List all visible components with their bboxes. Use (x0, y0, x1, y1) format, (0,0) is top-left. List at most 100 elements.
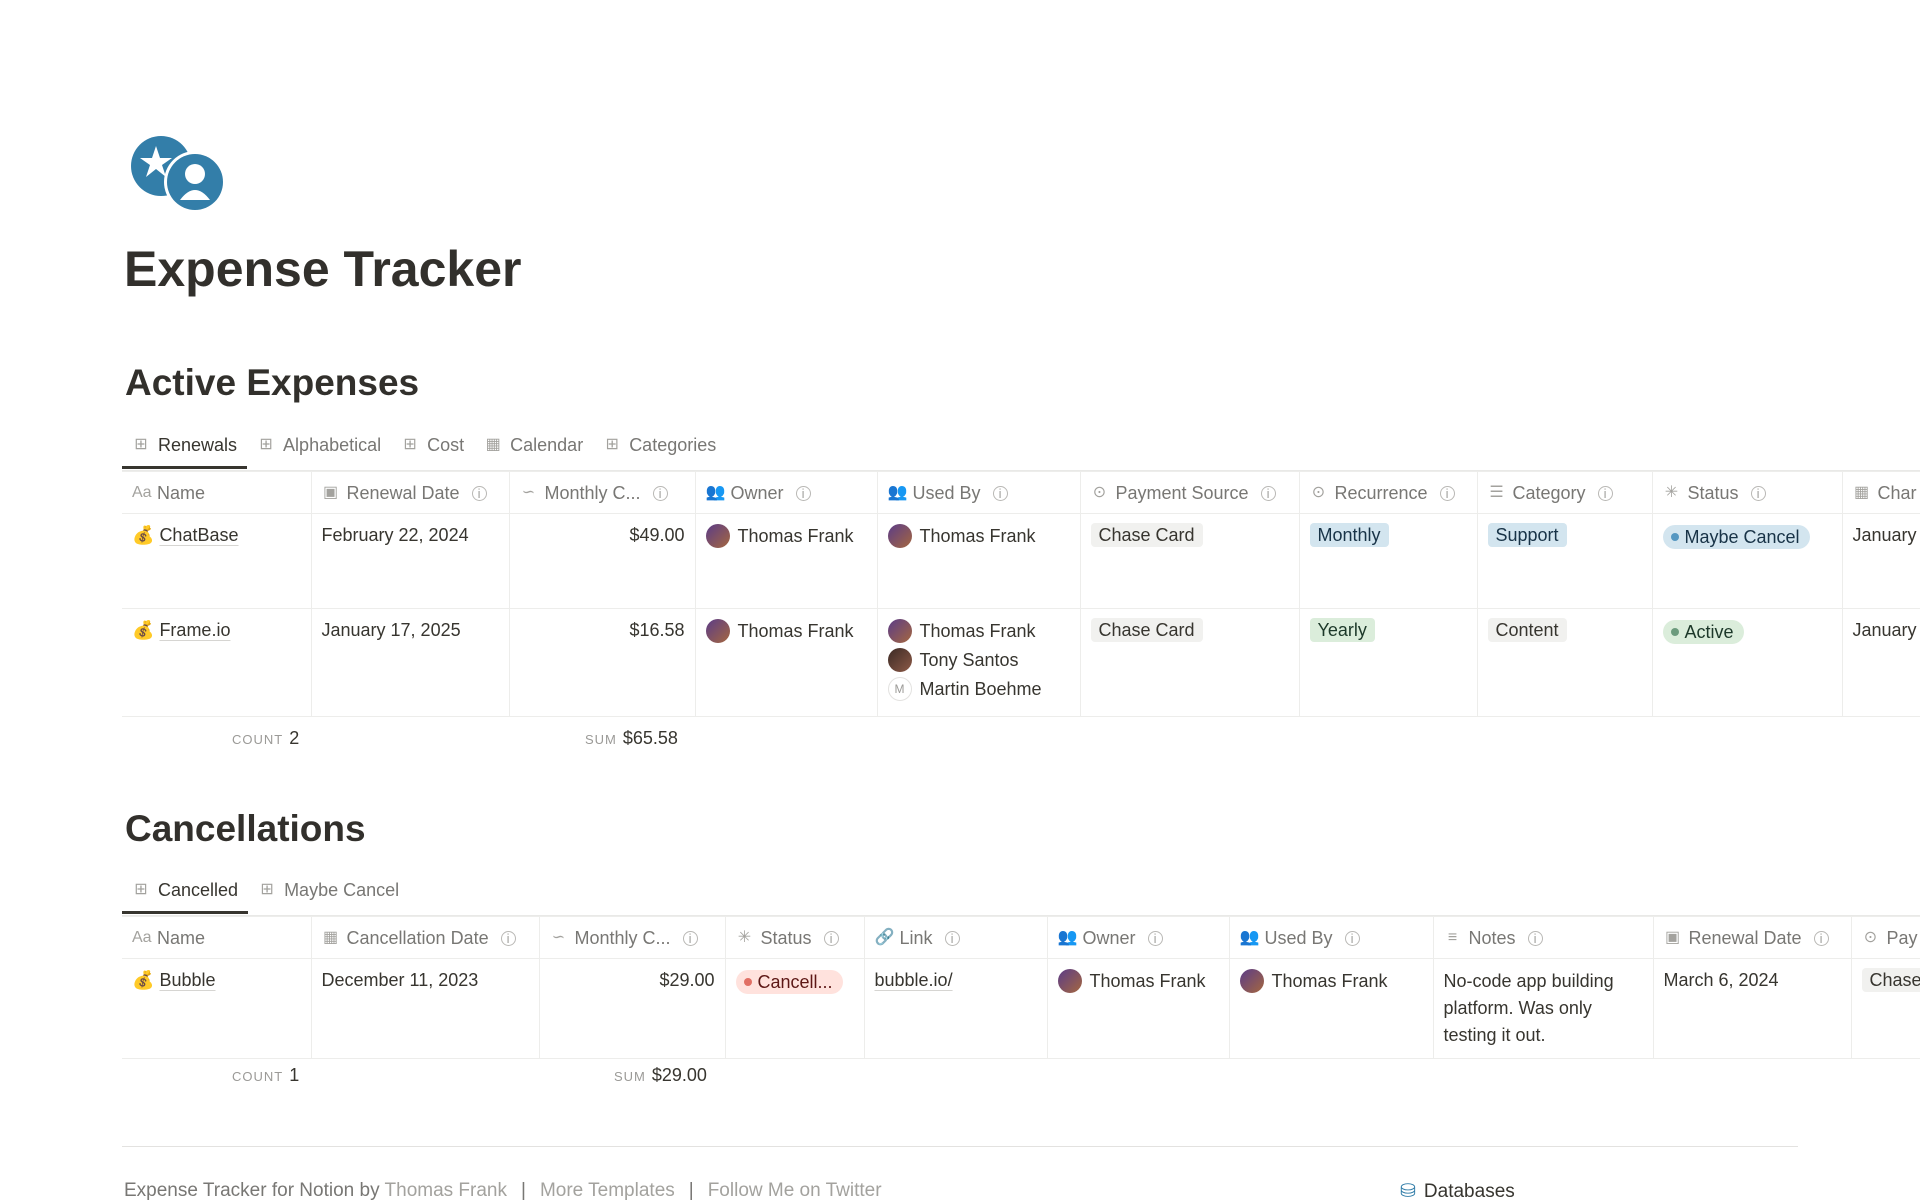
cell-category[interactable]: Support (1477, 513, 1653, 609)
tab-divider (122, 470, 1920, 471)
cell-charge[interactable]: January (1842, 513, 1920, 609)
column-payment[interactable]: ⊙ Pay (1851, 916, 1920, 959)
cell-charge[interactable]: January (1842, 608, 1920, 717)
cell-monthly-cost: $29.00 (539, 958, 726, 1059)
tab-alphabetical[interactable]: ⊞ Alphabetical (247, 425, 391, 465)
column-payment-source[interactable]: ⊙ Payment Source i (1080, 471, 1300, 514)
tab-cancelled[interactable]: ⊞ Cancelled (122, 870, 249, 914)
list-icon: ☰ (1489, 484, 1504, 502)
info-icon: i (1597, 485, 1613, 501)
cell-recurrence[interactable]: Yearly (1299, 608, 1478, 717)
table-row[interactable]: 💰 Bubble December 11, 2023 $29.00 Cancel… (122, 958, 1920, 1059)
cell-used-by[interactable]: Thomas Frank (1229, 958, 1434, 1059)
tab-categories[interactable]: ⊞ Categories (593, 425, 726, 465)
column-status[interactable]: ✳ Status i (1652, 471, 1843, 514)
count-summary[interactable]: COUNT 2 (232, 728, 300, 748)
cell-owner[interactable]: Thomas Frank (1047, 958, 1230, 1059)
sum-summary[interactable]: SUM $65.58 (585, 728, 678, 748)
cell-renewal-date[interactable]: March 6, 2024 (1653, 958, 1852, 1059)
money-bag-icon: 💰 (132, 970, 155, 990)
table-icon: ⊞ (260, 881, 274, 898)
cell-status[interactable]: Active (1652, 608, 1843, 717)
sum-summary[interactable]: SUM $29.00 (614, 1065, 707, 1085)
tab-renewals[interactable]: ⊞ Renewals (122, 425, 248, 469)
info-icon: i (795, 485, 811, 501)
cell-name[interactable]: 💰 ChatBase (122, 513, 312, 609)
column-monthly-cost[interactable]: ∽ Monthly C... i (509, 471, 696, 514)
info-icon: i (1147, 930, 1163, 946)
count-summary[interactable]: COUNT 1 (232, 1065, 300, 1085)
cancellations-heading: Cancellations (125, 808, 366, 849)
cancel-view-tabs: ⊞ Cancelled ⊞ Maybe Cancel (122, 870, 409, 914)
cell-renewal-date[interactable]: January 17, 2025 (311, 608, 510, 717)
cell-payment-source[interactable]: Chase Card (1080, 608, 1300, 717)
cell-used-by[interactable]: Thomas Frank Tony Santos M Martin Boehme (877, 608, 1081, 717)
tab-maybe-cancel[interactable]: ⊞ Maybe Cancel (248, 870, 409, 910)
database-icon: ⛁ (1400, 1181, 1416, 1202)
databases-link[interactable]: ⛁ Databases (1400, 1180, 1515, 1203)
column-category[interactable]: ☰ Category i (1477, 471, 1653, 514)
column-link[interactable]: 🔗 Link i (864, 916, 1048, 959)
author-link[interactable]: Thomas Frank (384, 1180, 507, 1201)
column-status[interactable]: ✳ Status i (725, 916, 865, 959)
info-icon: i (1813, 930, 1829, 946)
text-lines-icon: ≡ (1447, 929, 1458, 947)
table-icon: ⊞ (134, 881, 148, 898)
tab-calendar[interactable]: ▦ Calendar (485, 434, 584, 455)
cell-notes[interactable]: No-code app building platform. Was only … (1433, 958, 1654, 1059)
twitter-link[interactable]: Follow Me on Twitter (707, 1180, 882, 1201)
column-charge[interactable]: ▦ Char (1842, 471, 1920, 514)
info-icon: i (1439, 485, 1455, 501)
cell-link[interactable]: bubble.io/ (864, 958, 1048, 1059)
status-badge: Cancell... (735, 970, 843, 994)
table-icon: ⊞ (403, 436, 417, 453)
avatar (887, 618, 912, 643)
avatar (705, 523, 730, 548)
cell-payment[interactable]: Chase (1851, 958, 1920, 1059)
cell-cancellation-date[interactable]: December 11, 2023 (311, 958, 540, 1059)
column-used-by[interactable]: 👥 Used By i (1229, 916, 1434, 959)
link-icon: 🔗 (874, 929, 895, 947)
cell-name[interactable]: 💰 Bubble (122, 958, 312, 1059)
cell-monthly-cost: $49.00 (509, 513, 696, 609)
cell-payment-source[interactable]: Chase Card (1080, 513, 1300, 609)
column-name[interactable]: Aa Name (122, 471, 312, 514)
select-icon: ⊙ (1863, 929, 1878, 947)
column-notes[interactable]: ≡ Notes i (1433, 916, 1654, 959)
cell-recurrence[interactable]: Monthly (1299, 513, 1478, 609)
cell-renewal-date[interactable]: February 22, 2024 (311, 513, 510, 609)
column-cancellation-date[interactable]: ▦ Cancellation Date i (311, 916, 540, 959)
cell-owner[interactable]: Thomas Frank (695, 608, 878, 717)
table-row[interactable]: 💰 Frame.io January 17, 2025 $16.58 Thoma… (122, 608, 1920, 717)
cell-status[interactable]: Maybe Cancel (1652, 513, 1843, 609)
table-icon: ⊞ (259, 436, 273, 453)
cell-status[interactable]: Cancell... (725, 958, 865, 1059)
formula-icon: ∽ (551, 929, 566, 947)
info-icon: i (823, 930, 839, 946)
tab-cost[interactable]: ⊞ Cost (391, 425, 474, 465)
cell-name[interactable]: 💰 Frame.io (122, 608, 312, 717)
cancellations-table: Aa Name ▦ Cancellation Date i ∽ Monthly C...… (122, 916, 1920, 1059)
info-icon: i (682, 930, 698, 946)
column-used-by[interactable]: 👥 Used By i (877, 471, 1081, 514)
info-icon: i (1260, 485, 1276, 501)
column-name[interactable]: Aa Name (122, 916, 312, 959)
calendar-icon: ▣ (1664, 929, 1681, 947)
more-templates-link[interactable]: More Templates (539, 1180, 675, 1201)
info-icon: i (1750, 485, 1766, 501)
cell-used-by[interactable]: Thomas Frank (877, 513, 1081, 609)
cell-owner[interactable]: Thomas Frank (695, 513, 878, 609)
cell-category[interactable]: Content (1477, 608, 1653, 717)
column-renewal-date[interactable]: ▣ Renewal Date i (311, 471, 510, 514)
table-icon: ⊞ (134, 436, 148, 453)
column-renewal-date[interactable]: ▣ Renewal Date i (1653, 916, 1852, 959)
active-view-tabs: ⊞ Renewals ⊞ Alphabetical ⊞ Cost ▦ Calendar … (122, 425, 726, 469)
people-icon: 👥 (1057, 929, 1078, 947)
coins-icon (131, 136, 226, 213)
column-recurrence[interactable]: ⊙ Recurrence i (1299, 471, 1478, 514)
table-row[interactable]: 💰 ChatBase February 22, 2024 $49.00 Thom… (122, 513, 1920, 609)
column-monthly-cost[interactable]: ∽ Monthly C... i (539, 916, 726, 959)
people-icon: 👥 (705, 484, 726, 502)
column-owner[interactable]: 👥 Owner i (695, 471, 878, 514)
column-owner[interactable]: 👥 Owner i (1047, 916, 1230, 959)
